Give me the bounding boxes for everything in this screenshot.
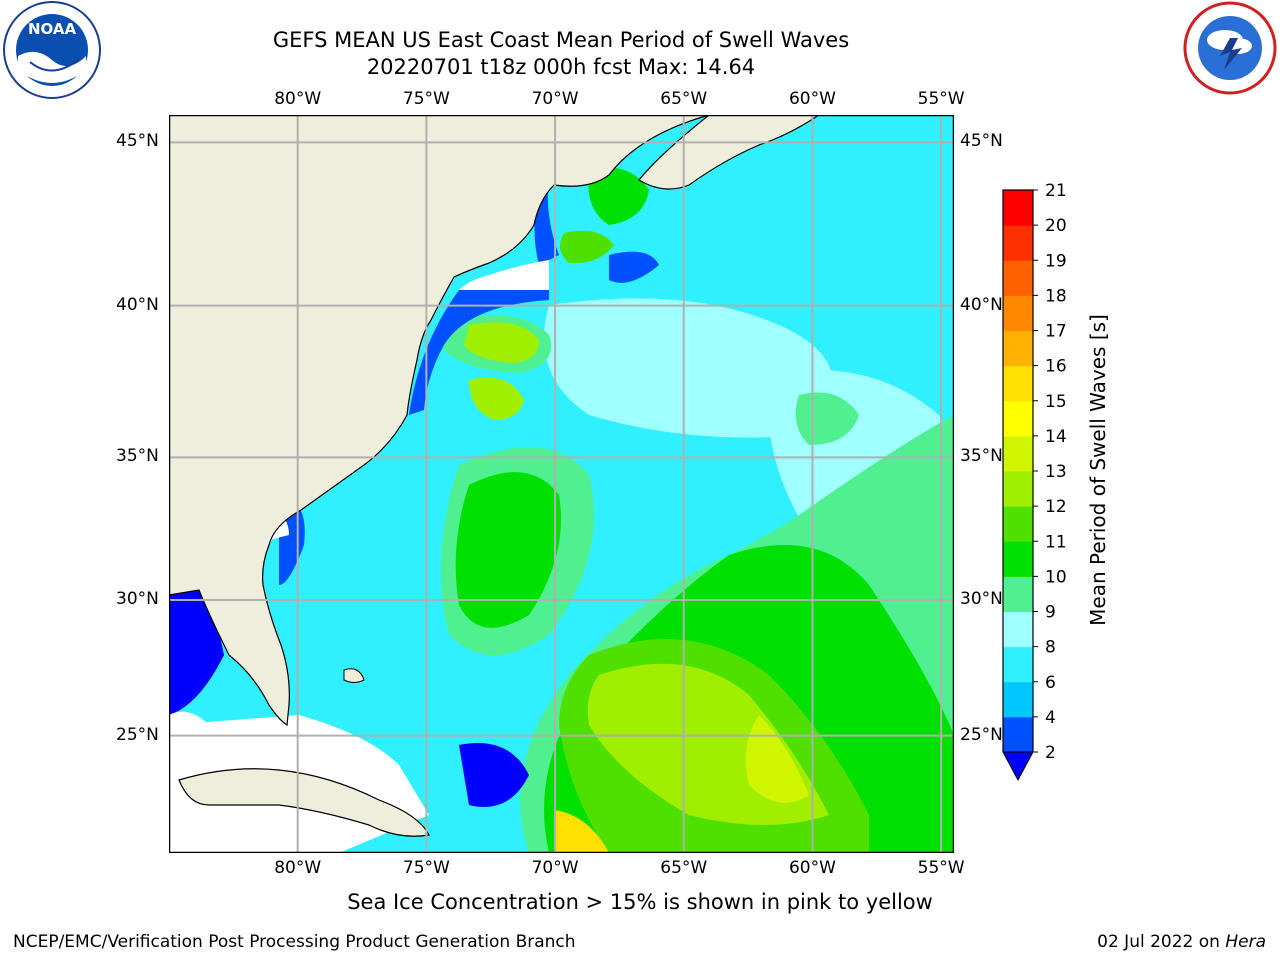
sea-ice-caption: Sea Ice Concentration > 15% is shown in … [347,890,933,914]
swell-period-map [169,115,954,853]
field-10-11-central [455,472,561,628]
lat-label: 45°N [960,131,1003,152]
lat-label: 40°N [116,294,159,315]
colorbar-tick-label: 9 [1045,603,1056,623]
lat-label: 40°N [960,294,1003,315]
land-cuba [178,768,430,837]
footer-date: 02 Jul 2022 on Hera [1097,932,1266,952]
field-2-4-nj-coast [409,290,549,415]
colorbar-segment [1003,225,1033,261]
colorbar-tick-label: 19 [1045,251,1067,271]
lon-label: 55°W [917,89,965,109]
noaa-logo-text: NOAA [28,20,77,38]
colorbar-segment [1003,330,1033,367]
colorbar-tick-label: 12 [1045,497,1067,517]
colorbar-tick-label: 11 [1045,532,1067,552]
nws-logo [1183,1,1277,95]
colorbar-segment [1003,295,1033,331]
map-border [169,115,954,853]
colorbar-tick-label: 17 [1045,322,1067,342]
footer-date-text: 02 Jul 2022 on [1097,932,1226,952]
field-14-15-south [554,810,609,853]
colorbar-tick-label: 2 [1045,743,1056,763]
lon-label: 55°W [917,858,965,878]
colorbar-segment [1003,260,1033,296]
chart-subtitle: 20220701 t18z 000h fcst Max: 14.64 [366,55,756,79]
field-10-11-gulf-maine [588,167,649,225]
lon-label: 60°W [788,858,836,878]
colorbar-segment [1003,541,1033,577]
field-12-13-midatlantic [464,322,539,363]
land-north-america [169,115,710,727]
lat-label: 45°N [116,131,159,152]
lat-label: 25°N [116,724,159,745]
lon-label: 65°W [660,89,708,109]
colorbar-segment [1003,646,1033,683]
nodata-long-island-sound [459,260,549,290]
colorbar-label: Mean Period of Swell Waves [s] [1086,314,1110,626]
colorbar-tick-label: 10 [1045,567,1067,587]
colorbar: 2 4 6 8 9 10 11 12 13 14 15 16 17 18 19 20 21 [1002,181,1067,782]
field-12-13-offshore [469,377,524,420]
colorbar-tick-label: 14 [1045,427,1067,447]
colorbar-tick-label: 21 [1045,181,1067,201]
lon-label: 65°W [660,858,708,878]
colorbar-segment [1003,471,1033,507]
lon-label: 80°W [274,858,322,878]
field-8-9-north [544,298,833,438]
colorbar-tick-label: 18 [1045,286,1067,306]
field-11-12-georges [560,230,614,264]
lat-label: 30°N [960,588,1003,609]
colorbar-tick-label: 20 [1045,216,1067,236]
colorbar-segment [1003,190,1033,226]
colorbar-extend-arrow [1002,751,1034,782]
colorbar-tick-label: 13 [1045,462,1067,482]
footer-host: Hera [1225,932,1266,952]
colorbar-segment [1003,611,1033,648]
colorbar-segment [1003,435,1033,472]
noaa-logo: NOAA [3,1,101,99]
lon-label: 70°W [531,89,579,109]
colorbar-segment [1003,365,1033,402]
lon-label: 75°W [402,858,450,878]
map-gridlines [169,115,954,853]
lon-label: 60°W [788,89,836,109]
colorbar-segment [1003,576,1033,612]
field-2-4-nova-scotia [609,251,659,283]
colorbar-segment [1003,681,1033,718]
lat-label: 35°N [960,446,1003,467]
colorbar-segment [1003,400,1033,437]
footer-credit: NCEP/EMC/Verification Post Processing Pr… [13,932,576,952]
lon-label: 70°W [531,858,579,878]
lat-label: 25°N [960,724,1003,745]
land-bahamas [343,668,365,683]
lon-label: 75°W [402,89,450,109]
colorbar-segment [1003,506,1033,542]
lat-label: 30°N [116,588,159,609]
colorbar-tick-label: 15 [1045,392,1067,412]
lat-label: 35°N [116,446,159,467]
field-0-2-bahamas [459,743,529,807]
field-13-14-south [745,715,809,803]
colorbar-tick-label: 6 [1045,673,1056,693]
field-0-2-gulf [169,585,224,715]
chart-title: GEFS MEAN US East Coast Mean Period of S… [272,28,850,52]
colorbar-tick-label: 4 [1045,708,1056,728]
colorbar-segment [1003,716,1033,753]
colorbar-tick-label: 16 [1045,357,1067,377]
lon-label: 80°W [274,89,322,109]
colorbar-tick-label: 8 [1045,638,1056,658]
